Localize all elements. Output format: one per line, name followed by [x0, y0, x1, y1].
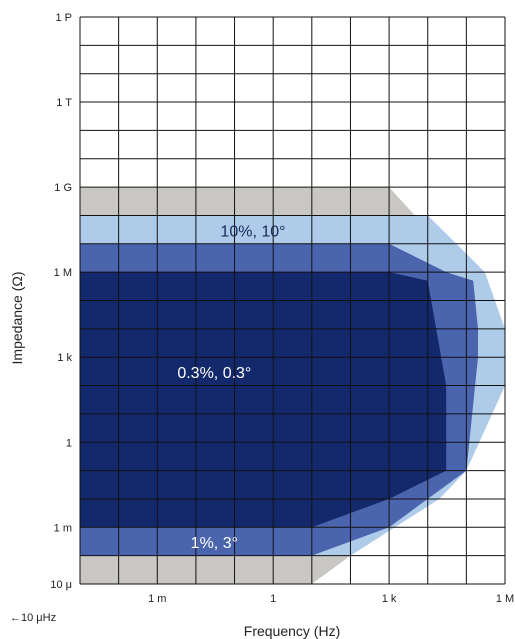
y-tick-label: 1 k — [57, 352, 72, 364]
region-label-3: 1%, 3° — [191, 535, 238, 552]
y-tick-label: 1 G — [54, 182, 72, 194]
region-labels: 10%, 10° 1%, 3° 0.3%, 0.3° — [177, 223, 285, 552]
y-tick-label: 10 μ — [50, 579, 72, 591]
x-tick-label: 1 M — [496, 593, 514, 605]
x-tick-label: 1 m — [148, 593, 166, 605]
x-tick-label: 1 k — [382, 593, 397, 605]
y-tick-label: 1 M — [54, 267, 72, 279]
x-min-note: ←10 μHz — [10, 612, 56, 624]
y-tick-label: 1 P — [55, 12, 72, 24]
y-tick-labels: 10 μ 1 m 1 1 k 1 M 1 G 1 T 1 P — [50, 12, 72, 591]
x-tick-labels: 1 m 1 1 k 1 M — [148, 593, 514, 605]
grid — [79, 16, 506, 585]
region-label-4: 0.3%, 0.3° — [177, 365, 251, 382]
y-tick-label: 1 m — [54, 522, 72, 534]
accuracy-region-4 — [80, 272, 447, 528]
x-axis-title: Frequency (Hz) — [244, 623, 340, 639]
region-label-2: 10%, 10° — [220, 223, 285, 240]
y-tick-label: 1 — [66, 437, 72, 449]
x-tick-label: 1 — [270, 593, 276, 605]
y-axis-title: Impedance (Ω) — [9, 272, 25, 365]
y-tick-label: 1 T — [56, 97, 72, 109]
